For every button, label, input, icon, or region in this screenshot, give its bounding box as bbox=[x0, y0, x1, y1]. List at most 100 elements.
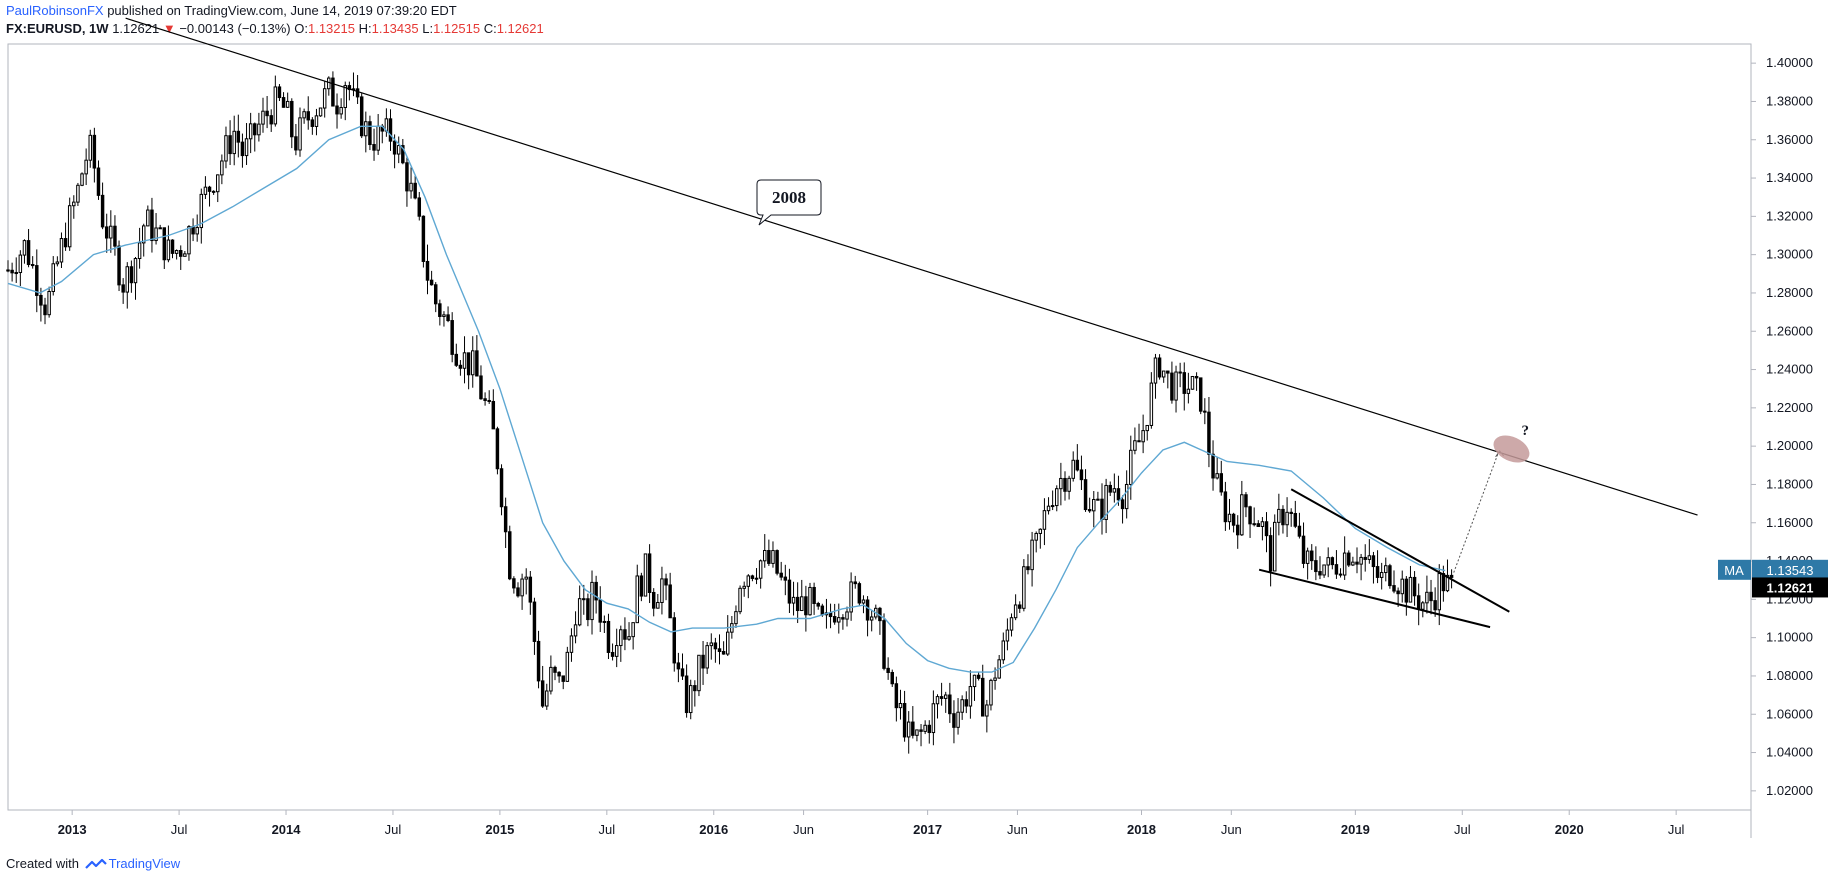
candle-body bbox=[767, 549, 771, 564]
candle-body bbox=[1388, 565, 1392, 587]
candle-body bbox=[1038, 528, 1043, 534]
time-axis[interactable]: 2013 Jul 2014 Jul 2015 Jul 2016 Jun 2017 Jun 2018 J… bbox=[58, 810, 1685, 837]
candle-body bbox=[368, 121, 372, 146]
price-tags: MA 1.13543 1.12621 bbox=[1718, 559, 1828, 598]
publish-line: PaulRobinsonFX published on TradingView.… bbox=[6, 2, 544, 20]
candle-body bbox=[857, 583, 862, 604]
candle-body bbox=[1178, 371, 1182, 374]
author-link[interactable]: PaulRobinsonFX bbox=[6, 3, 104, 18]
candle-body bbox=[141, 225, 146, 244]
candle-body bbox=[647, 553, 652, 593]
candle-body bbox=[948, 694, 952, 715]
candle-body bbox=[816, 602, 820, 607]
price-tick-label: 1.24000 bbox=[1766, 362, 1813, 377]
price-tick-label: 1.36000 bbox=[1766, 132, 1813, 147]
time-tick-label: 2018 bbox=[1127, 822, 1156, 837]
candle-body bbox=[1149, 382, 1154, 426]
drawings-layer: ? 2008 bbox=[125, 17, 1698, 629]
candle-body bbox=[1260, 521, 1265, 527]
candle-body bbox=[265, 110, 269, 117]
candle-body bbox=[939, 696, 944, 699]
time-tick-label: Jul bbox=[385, 822, 402, 837]
candle-body bbox=[1351, 561, 1355, 566]
candle-body bbox=[1359, 556, 1363, 565]
price-axis[interactable]: 1.40000 1.38000 1.36000 1.34000 1.32000 1.300… bbox=[1751, 55, 1813, 798]
candle-body bbox=[376, 125, 380, 151]
candle-body bbox=[1219, 473, 1224, 493]
candle-body bbox=[499, 468, 504, 508]
plot-frame bbox=[7, 43, 1752, 811]
time-tick-label: 2019 bbox=[1341, 822, 1370, 837]
candle-body bbox=[1071, 459, 1075, 479]
last-price-tag-box bbox=[1752, 577, 1828, 598]
candle-body bbox=[1174, 371, 1178, 401]
candle-body bbox=[1215, 473, 1219, 479]
candle-body bbox=[179, 250, 183, 257]
price-tick-label: 1.10000 bbox=[1766, 630, 1813, 645]
symbol-line: FX:EURUSD, 1W 1.12621 ▼ −0.00143 (−0.13%… bbox=[6, 20, 544, 38]
candle-body bbox=[1231, 513, 1236, 526]
candle-body bbox=[1059, 477, 1063, 490]
chart-footer: Created with TradingView bbox=[6, 855, 180, 873]
candle-body bbox=[849, 581, 853, 613]
candle-body bbox=[1379, 572, 1384, 578]
candle-body bbox=[187, 226, 191, 255]
candle-body bbox=[1018, 604, 1022, 609]
candle-body bbox=[1203, 410, 1207, 413]
candle-body bbox=[664, 578, 668, 586]
callout-2008-label: 2008 bbox=[772, 188, 806, 207]
time-tick-label: Jun bbox=[1007, 822, 1028, 837]
candle-body bbox=[643, 553, 648, 597]
candle-body bbox=[355, 88, 360, 98]
candle-body bbox=[651, 591, 656, 609]
candle-body bbox=[63, 238, 68, 248]
ma-tag-label-box bbox=[1718, 559, 1751, 580]
candle-body bbox=[1347, 552, 1351, 566]
price-tick-label: 1.38000 bbox=[1766, 93, 1813, 108]
candle-body bbox=[528, 576, 533, 603]
candle-body bbox=[150, 209, 154, 242]
candle-body bbox=[1400, 578, 1404, 595]
candle-body bbox=[244, 138, 249, 157]
candle-body bbox=[331, 77, 335, 107]
candle-body bbox=[240, 141, 245, 157]
candle-body bbox=[1297, 525, 1302, 537]
time-tick-label: Jul bbox=[171, 822, 188, 837]
candle-body bbox=[67, 205, 72, 248]
candle-body bbox=[590, 581, 594, 621]
candle-body bbox=[993, 677, 997, 681]
candle-body bbox=[508, 531, 512, 580]
candle-body bbox=[1404, 578, 1409, 603]
candle-body bbox=[1087, 509, 1092, 512]
candle-body bbox=[1396, 590, 1400, 595]
candle-body bbox=[516, 587, 520, 597]
candle-body bbox=[290, 100, 294, 138]
candle-body bbox=[656, 601, 660, 609]
candle-body bbox=[1063, 477, 1067, 492]
candle-body bbox=[1022, 566, 1026, 609]
time-tick-label: 2020 bbox=[1555, 822, 1584, 837]
candle-body bbox=[1145, 424, 1149, 432]
candle-body bbox=[310, 119, 315, 127]
callout-2008 bbox=[756, 179, 822, 226]
candle-body bbox=[1141, 430, 1145, 443]
candle-body bbox=[1367, 555, 1372, 560]
low-value: 1.12515 bbox=[433, 21, 481, 36]
time-tick-label: 2013 bbox=[58, 822, 87, 837]
candle-body bbox=[104, 226, 109, 239]
candle-body bbox=[1416, 595, 1421, 610]
candle-body bbox=[804, 596, 808, 616]
price-tick-label: 1.08000 bbox=[1766, 668, 1813, 683]
candle-body bbox=[697, 654, 701, 692]
candle-body bbox=[454, 353, 459, 366]
candle-body bbox=[285, 100, 290, 108]
price-tick-label: 1.16000 bbox=[1766, 515, 1813, 530]
tradingview-link[interactable]: TradingView bbox=[108, 856, 181, 871]
candle-body bbox=[565, 651, 570, 682]
candle-body bbox=[372, 144, 376, 151]
candle-body bbox=[446, 314, 450, 322]
candle-body bbox=[1375, 566, 1380, 578]
price-tick-label: 1.18000 bbox=[1766, 476, 1813, 491]
candle-body bbox=[1009, 617, 1014, 631]
